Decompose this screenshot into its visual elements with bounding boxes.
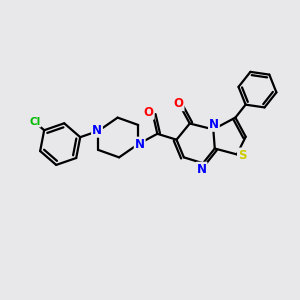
Text: N: N (135, 138, 145, 151)
Text: Cl: Cl (29, 116, 40, 127)
Text: O: O (174, 97, 184, 110)
Text: O: O (143, 106, 154, 119)
Text: S: S (238, 148, 246, 161)
Text: N: N (209, 118, 219, 131)
Text: N: N (196, 163, 206, 176)
Text: N: N (92, 124, 102, 137)
